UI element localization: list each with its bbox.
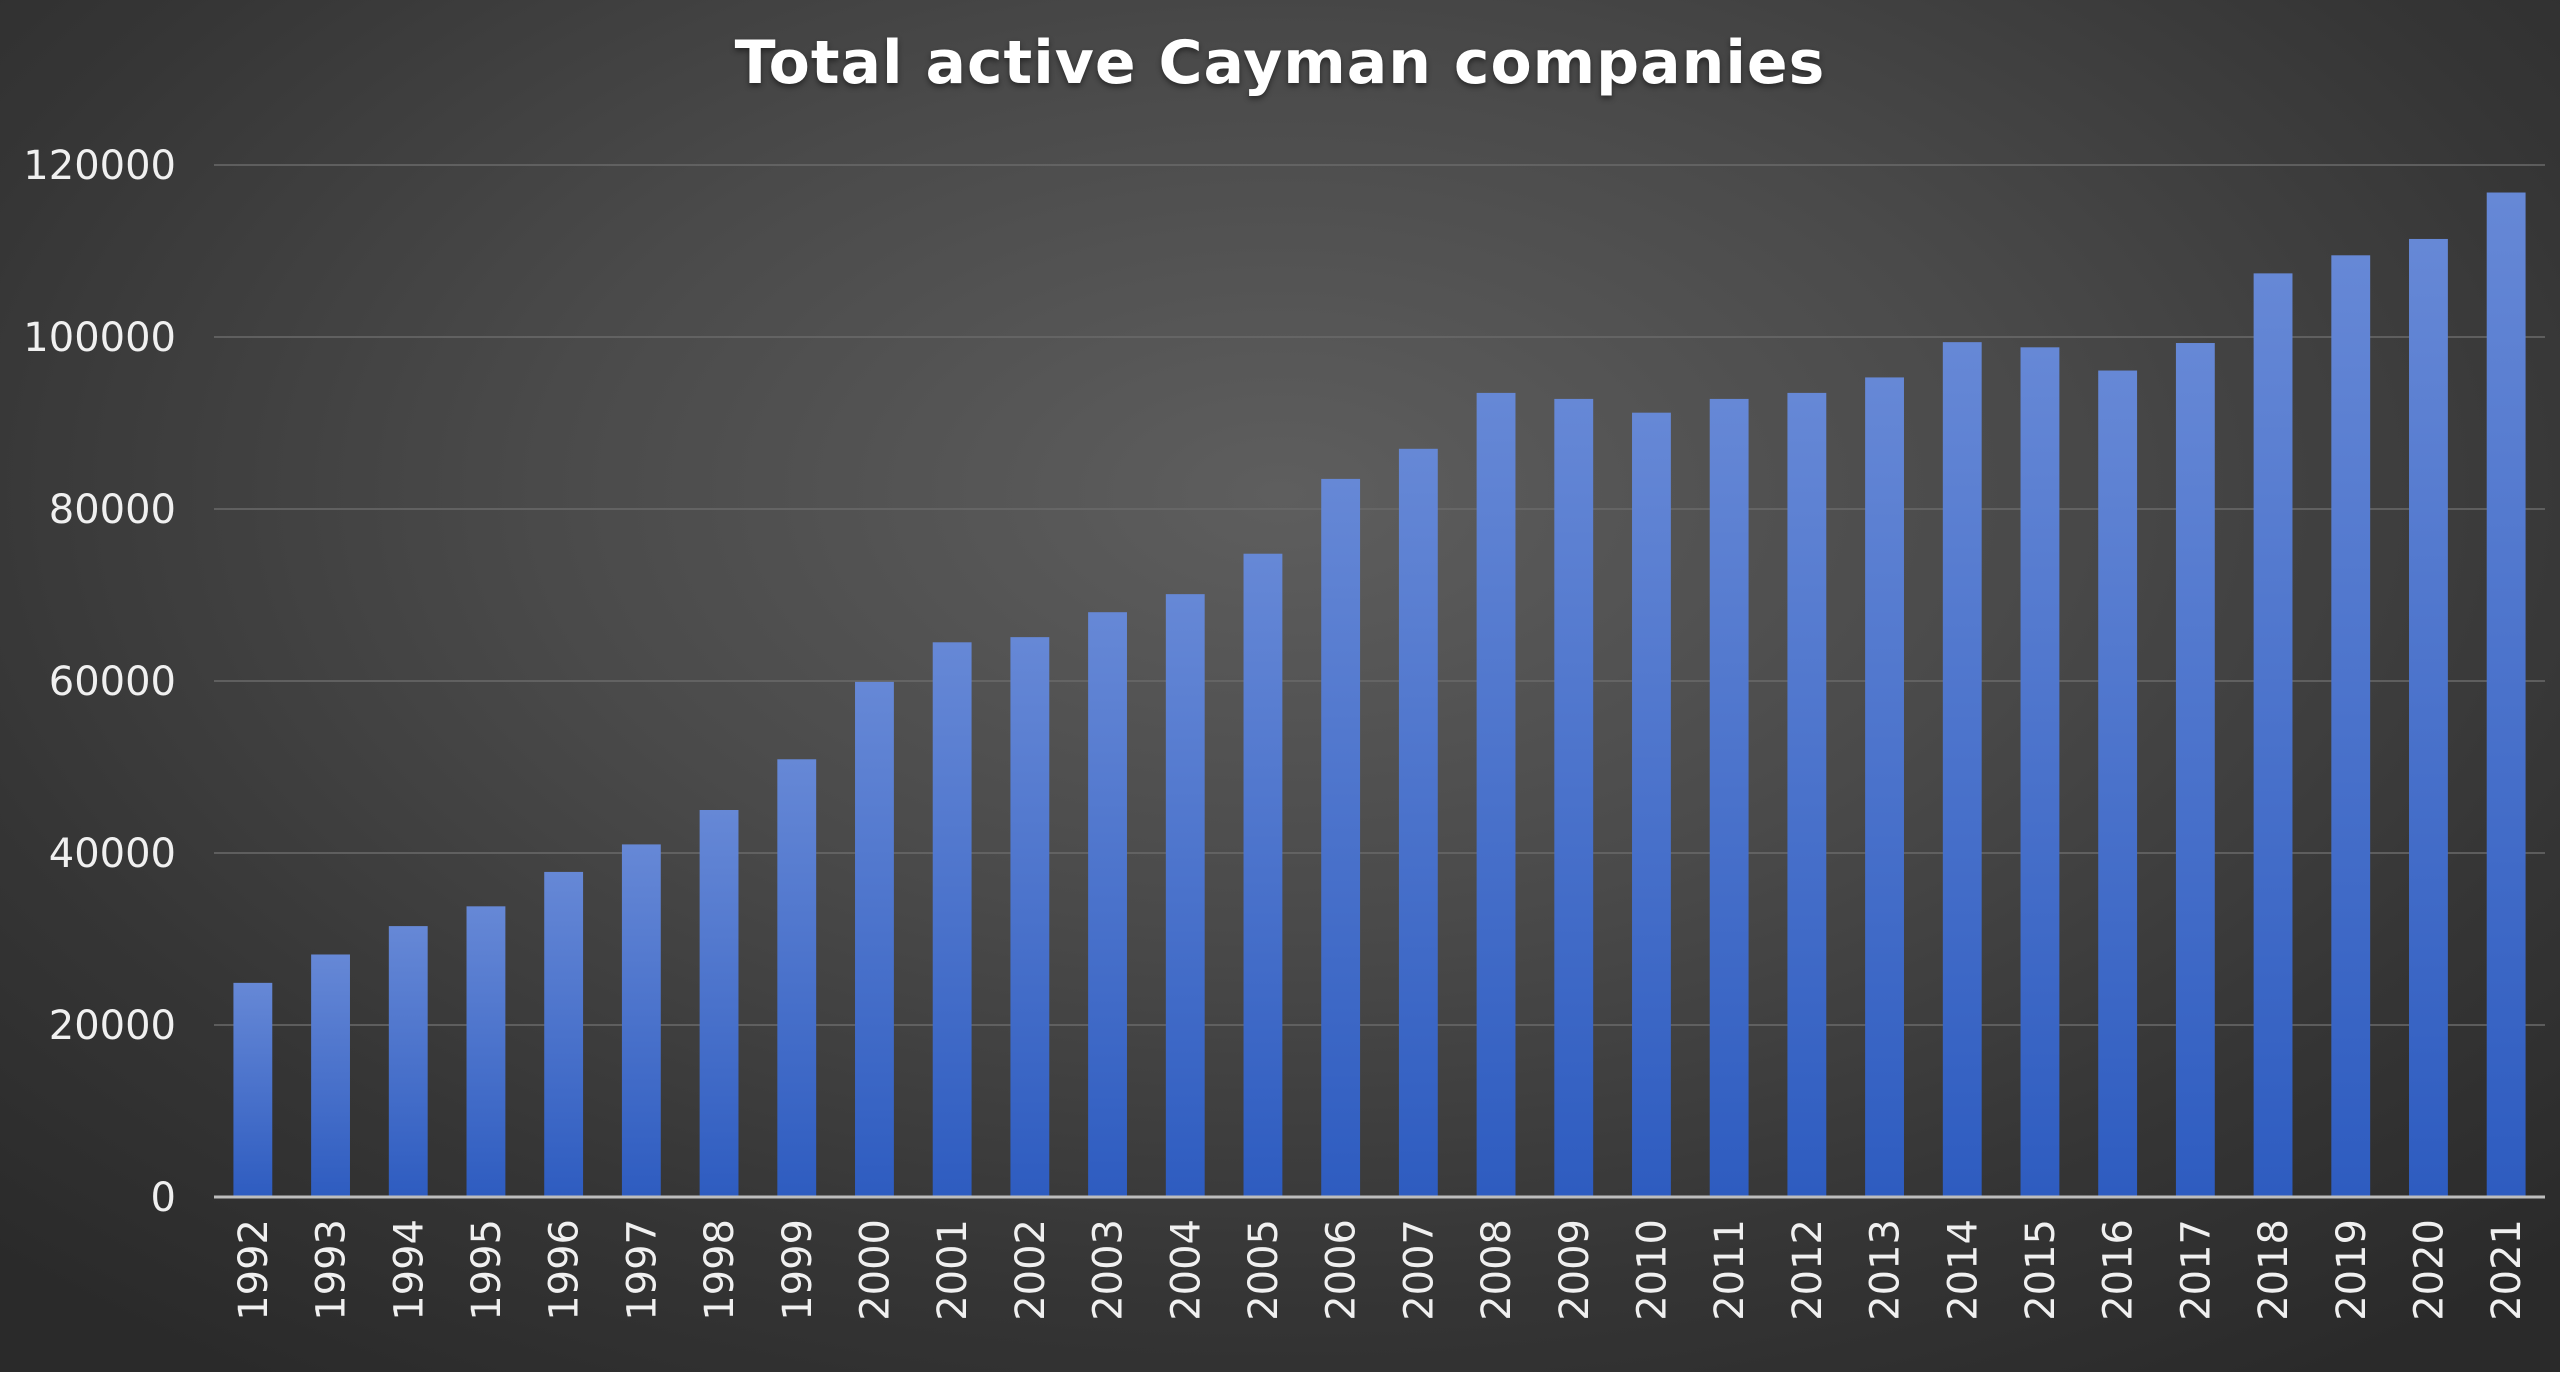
- x-tick-label: 2000: [852, 1219, 898, 1321]
- bar-2000: [855, 681, 894, 1197]
- gridlines: [214, 164, 2545, 1026]
- bar-2015: [2020, 347, 2060, 1197]
- bar-1993: [311, 954, 350, 1197]
- bar-1998: [699, 810, 739, 1197]
- x-tick-label: 2003: [1086, 1219, 1132, 1321]
- x-tick-label: 2015: [2018, 1219, 2064, 1321]
- y-tick-label: 40000: [49, 831, 176, 877]
- x-tick-label: 2019: [2329, 1219, 2375, 1321]
- bar-1996: [544, 871, 584, 1197]
- bar-2021: [2486, 192, 2526, 1197]
- x-tick-label: 2020: [2406, 1219, 2452, 1321]
- x-tick-label: 2018: [2251, 1219, 2297, 1321]
- bar-1992: [233, 982, 273, 1197]
- x-tick-label: 2021: [2484, 1219, 2530, 1321]
- x-tick-label: 2014: [1940, 1219, 1986, 1321]
- bar-2007: [1398, 448, 1438, 1197]
- x-tick-label: 1996: [542, 1219, 588, 1321]
- bar-2009: [1554, 398, 1594, 1197]
- bar-2012: [1787, 392, 1827, 1197]
- y-tick-label: 0: [151, 1175, 176, 1221]
- x-tick-label: 2007: [1396, 1219, 1442, 1321]
- y-tick-label: 100000: [23, 315, 176, 361]
- x-tick-label: 2010: [1629, 1219, 1675, 1321]
- x-tick-label: 2013: [1863, 1219, 1909, 1321]
- bar-2014: [1942, 342, 1982, 1197]
- x-tick-label: 2016: [2096, 1219, 2142, 1321]
- bar-2020: [2409, 238, 2448, 1197]
- x-tick-label: 2012: [1785, 1219, 1831, 1321]
- y-tick-label: 120000: [23, 143, 176, 189]
- bar-2005: [1243, 553, 1283, 1197]
- bar-2017: [2175, 343, 2215, 1197]
- bar-2010: [1632, 412, 1671, 1197]
- bar-2006: [1321, 478, 1361, 1197]
- x-tick-label: 1997: [619, 1219, 665, 1321]
- bar-2002: [1010, 637, 1050, 1197]
- x-tick-label: 2006: [1319, 1219, 1365, 1321]
- bar-2011: [1709, 398, 1749, 1197]
- y-tick-label: 20000: [49, 1003, 176, 1049]
- bar-2018: [2253, 273, 2293, 1197]
- x-tick-label: 2008: [1474, 1219, 1520, 1321]
- bar-2016: [2098, 370, 2138, 1197]
- y-tick-label: 60000: [49, 659, 176, 705]
- x-tick-label: 1992: [231, 1219, 277, 1321]
- bar-2001: [932, 642, 972, 1197]
- x-tick-label: 1999: [775, 1219, 821, 1321]
- x-tick-labels: 1992 1993 1994 1995 1996 1997 1998 1999 2000 2001…: [231, 1219, 2530, 1321]
- y-tick-labels: 0 20000 40000 60000 80000 100000 120000: [23, 143, 176, 1221]
- bar-1999: [777, 759, 817, 1197]
- x-tick-label: 2004: [1163, 1219, 1209, 1321]
- bar-1994: [388, 926, 428, 1197]
- bar-1995: [466, 906, 506, 1197]
- x-tick-label: 2002: [1008, 1219, 1054, 1321]
- x-tick-label: 2001: [930, 1219, 976, 1321]
- x-tick-label: 1998: [697, 1219, 743, 1321]
- x-tick-label: 1994: [386, 1219, 432, 1321]
- bar-2019: [2331, 255, 2371, 1198]
- bar-2003: [1088, 612, 1127, 1197]
- x-tick-label: 2017: [2173, 1219, 2219, 1321]
- x-tick-label: 2011: [1707, 1219, 1753, 1321]
- x-tick-label: 1993: [309, 1219, 355, 1321]
- y-tick-label: 80000: [49, 487, 176, 533]
- x-tick-label: 2009: [1552, 1219, 1598, 1321]
- x-tick-label: 1995: [464, 1219, 510, 1321]
- bars: [233, 192, 2526, 1198]
- bar-2008: [1476, 392, 1516, 1197]
- chart-title: Total active Cayman companies: [734, 28, 1826, 98]
- bar-1997: [621, 844, 661, 1197]
- bar-2004: [1165, 594, 1205, 1197]
- x-tick-label: 2005: [1241, 1219, 1287, 1321]
- bar-2013: [1865, 377, 1904, 1197]
